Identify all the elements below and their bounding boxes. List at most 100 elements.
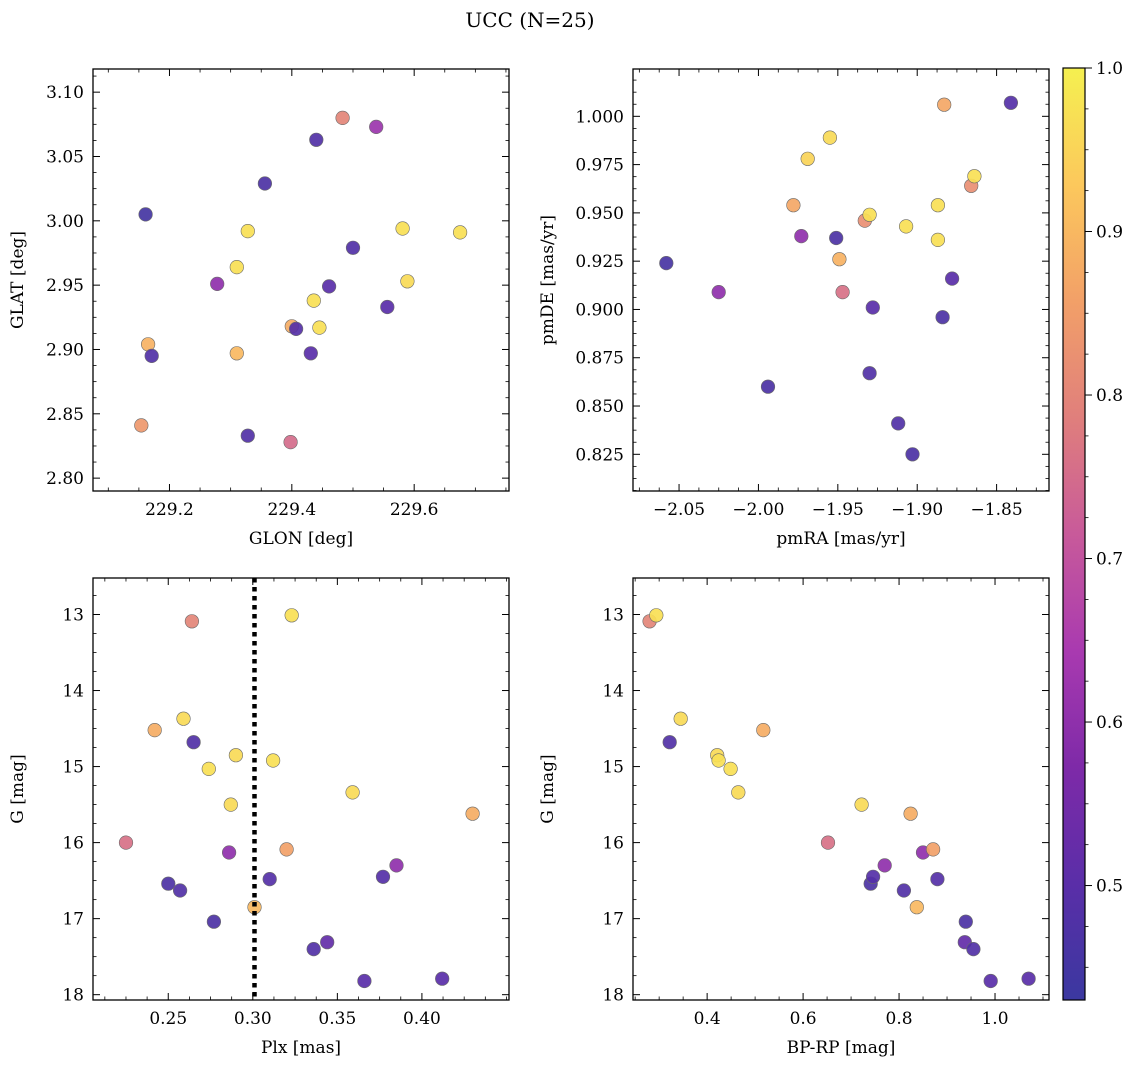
scatter-point bbox=[662, 735, 677, 750]
points-plx-g bbox=[118, 608, 480, 989]
scatter-point bbox=[944, 271, 960, 286]
y-tick-label: 16 bbox=[62, 834, 84, 854]
scatter-point bbox=[1003, 95, 1019, 110]
scatter-point bbox=[711, 753, 726, 768]
scatter-point bbox=[289, 321, 304, 337]
scatter-point bbox=[877, 858, 892, 873]
scatter-point bbox=[967, 169, 982, 184]
x-tick-label: 0.4 bbox=[694, 1009, 721, 1029]
scatter-point bbox=[891, 416, 906, 431]
scatter-point bbox=[312, 320, 327, 335]
panels: 229.2 229.4 229.6 2.80 2.85 2.90 2.95 3.00 3.05 3… bbox=[8, 68, 1050, 1058]
x-tick-label: 0.6 bbox=[790, 1009, 817, 1029]
y-tick-label: 14 bbox=[62, 682, 84, 702]
scatter-point bbox=[786, 198, 801, 213]
scatter-point bbox=[958, 914, 973, 929]
scatter-point bbox=[369, 119, 384, 134]
y-tick-label: 0.975 bbox=[575, 156, 624, 176]
x-tick-label: 229.4 bbox=[267, 500, 316, 520]
scatter-point bbox=[345, 240, 361, 255]
scatter-point bbox=[909, 900, 924, 915]
scatter-point bbox=[118, 835, 134, 850]
y-tick-label: 16 bbox=[602, 834, 624, 854]
y-tick-label: 18 bbox=[62, 986, 84, 1006]
scatter-point bbox=[144, 348, 159, 364]
scatter-point bbox=[380, 299, 395, 315]
colorbar-tick-label: 1.0 bbox=[1096, 59, 1123, 79]
scatter-point bbox=[309, 132, 324, 147]
colorbar: 0.5 0.6 0.7 0.8 0.9 1.0 bbox=[1062, 59, 1123, 1001]
scatter-point bbox=[134, 418, 149, 433]
scatter-point bbox=[435, 971, 450, 986]
scatter-point bbox=[930, 232, 946, 247]
scatter-point bbox=[210, 276, 225, 292]
scatter-point bbox=[673, 711, 688, 726]
axes-frame bbox=[632, 68, 1050, 492]
scatter-point bbox=[306, 293, 321, 308]
scatter-point bbox=[138, 207, 153, 222]
points-cmd bbox=[642, 608, 1036, 989]
scatter-point bbox=[896, 883, 912, 898]
scatter-point bbox=[731, 785, 746, 800]
scatter-point bbox=[937, 97, 952, 112]
scatter-point bbox=[820, 835, 836, 850]
y-tick-label: 2.90 bbox=[46, 340, 84, 360]
axes-frame bbox=[92, 577, 510, 1001]
x-tick-label: 0.35 bbox=[318, 1009, 356, 1029]
figure-title: UCC (N=25) bbox=[465, 8, 594, 32]
scatter-point bbox=[228, 748, 243, 763]
scatter-point bbox=[760, 379, 776, 394]
x-axis-label: Plx [mas] bbox=[261, 1038, 341, 1058]
scatter-point bbox=[756, 722, 771, 738]
y-tick-label: 15 bbox=[62, 758, 84, 778]
scatter-point bbox=[800, 151, 815, 166]
colorbar-tick-label: 0.8 bbox=[1096, 386, 1123, 406]
y-tick-label: 13 bbox=[62, 605, 84, 625]
x-tick-label: −2.05 bbox=[653, 500, 705, 520]
x-tick-label: −2.00 bbox=[732, 500, 784, 520]
colorbar-tick-label: 0.5 bbox=[1096, 877, 1123, 897]
scatter-point bbox=[865, 869, 881, 884]
x-tick-label: 0.25 bbox=[149, 1009, 187, 1029]
y-tick-label: 0.925 bbox=[575, 252, 624, 272]
axes-frame bbox=[92, 68, 510, 492]
scatter-point bbox=[257, 176, 273, 191]
y-tick-label: 17 bbox=[62, 910, 84, 930]
y-tick-label: 18 bbox=[602, 986, 624, 1006]
colorbar-frame bbox=[1062, 67, 1086, 1001]
x-tick-label: −1.95 bbox=[812, 500, 864, 520]
scatter-point bbox=[229, 346, 244, 361]
panel-cmd: 0.4 0.6 0.8 1.0 13 14 15 16 17 18 BP-RP [mag] G [ma… bbox=[538, 577, 1050, 1058]
panel-glon-glat: 229.2 229.4 229.6 2.80 2.85 2.90 2.95 3.00 3.05 3… bbox=[8, 68, 510, 549]
y-tick-label: 0.875 bbox=[575, 349, 624, 369]
scatter-point bbox=[240, 224, 255, 239]
scatter-point bbox=[865, 300, 880, 315]
x-axis-label: BP-RP [mag] bbox=[787, 1038, 896, 1058]
scatter-point bbox=[453, 225, 468, 240]
scatter-point bbox=[176, 711, 191, 726]
x-tick-label: 1.0 bbox=[981, 1009, 1008, 1029]
scatter-point bbox=[389, 858, 404, 873]
scatter-point bbox=[184, 614, 199, 629]
points-glon-glat bbox=[134, 110, 468, 450]
y-tick-label: 3.05 bbox=[46, 147, 84, 167]
x-tick-label: 0.30 bbox=[234, 1009, 272, 1029]
scatter-point bbox=[206, 914, 221, 929]
scatter-point bbox=[284, 608, 299, 623]
scatter-point bbox=[935, 310, 950, 325]
y-tick-label: 2.85 bbox=[46, 405, 84, 425]
scatter-point bbox=[903, 806, 918, 821]
panel-pm: −2.05 −2.00 −1.95 −1.90 −1.85 0.825 0.850 0.875… bbox=[538, 68, 1050, 549]
scatter-point bbox=[835, 285, 850, 300]
scatter-point bbox=[223, 797, 238, 812]
scatter-point bbox=[186, 735, 201, 750]
scatter-point bbox=[266, 753, 281, 768]
y-tick-label: 15 bbox=[602, 758, 624, 778]
scatter-point bbox=[854, 797, 869, 812]
scatter-point bbox=[898, 219, 914, 234]
scatter-point bbox=[862, 207, 877, 222]
y-tick-label: 0.950 bbox=[575, 204, 624, 224]
scatter-point bbox=[659, 256, 674, 271]
scatter-point bbox=[465, 806, 480, 821]
